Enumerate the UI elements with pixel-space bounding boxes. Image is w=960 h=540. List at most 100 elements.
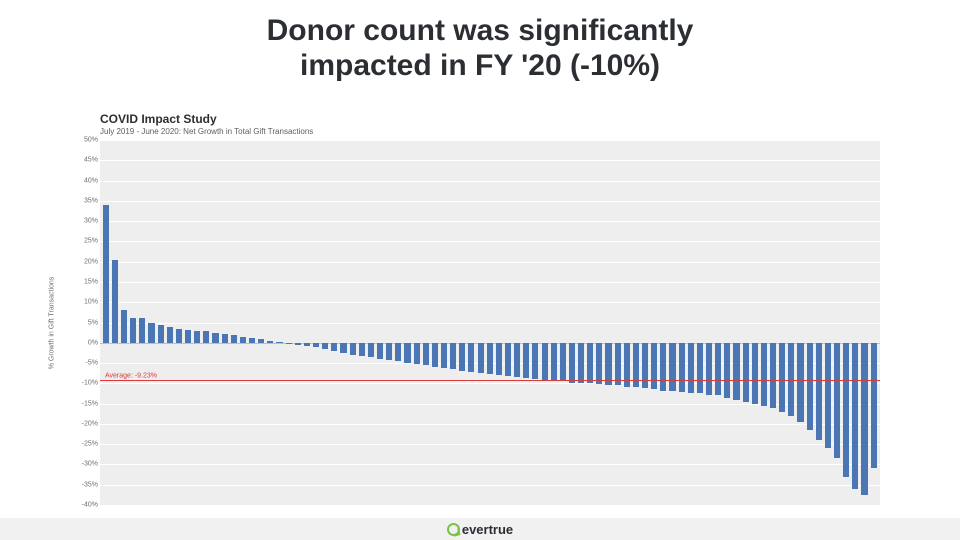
chart-container: COVID Impact Study July 2019 - June 2020… [100,112,900,505]
bar [560,343,566,382]
bar [816,343,822,440]
bar-slot [486,140,494,505]
bar [423,343,429,365]
y-tick-label: -30% [82,461,98,468]
bar-slot [577,140,585,505]
chart-subtitle: July 2019 - June 2020: Net Growth in Tot… [100,127,900,136]
bar-slot [678,140,686,505]
y-tick-label: 5% [88,319,98,326]
bar-slot [139,140,147,505]
bar [322,343,328,349]
bar-slot [111,140,119,505]
bar [770,343,776,409]
bar [834,343,840,459]
bar-slot [815,140,823,505]
bar [587,343,593,384]
bar [761,343,767,406]
bar-slot [358,140,366,505]
y-tick-label: 45% [84,157,98,164]
bar-slot [541,140,549,505]
bar-slot [376,140,384,505]
bar-slot [422,140,430,505]
bar-slot [806,140,814,505]
y-tick-label: 35% [84,197,98,204]
bar-slot [257,140,265,505]
bar [487,343,493,375]
bar [542,343,548,380]
bar-slot [760,140,768,505]
bar-slot [751,140,759,505]
bar-slot [724,140,732,505]
bar [715,343,721,396]
bar-slot [276,140,284,505]
bar-slot [669,140,677,505]
slide: Donor count was significantly impacted i… [0,0,960,540]
bar [130,318,136,343]
footer: evertrue [0,518,960,540]
gridline [100,505,880,506]
bar-slot [349,140,357,505]
bar-slot [660,140,668,505]
y-tick-label: -20% [82,420,98,427]
bar-slot [102,140,110,505]
bar-slot [641,140,649,505]
bar [286,343,292,344]
bar [231,335,237,343]
bar-slot [623,140,631,505]
bar-slot [842,140,850,505]
bar [267,341,273,343]
bar [432,343,438,367]
bar [395,343,401,361]
bar [514,343,520,377]
bar-slot [769,140,777,505]
bar [852,343,858,489]
bar [240,337,246,343]
bar [112,260,118,343]
bar [843,343,849,477]
y-tick-label: 0% [88,339,98,346]
bar [779,343,785,412]
bar-slot [385,140,393,505]
bar [158,325,164,342]
bar [679,343,685,392]
y-tick-label: -25% [82,441,98,448]
bar [871,343,877,469]
brand-name: evertrue [462,522,513,537]
bar [505,343,511,376]
bar-slot [550,140,558,505]
y-tick-label: 40% [84,177,98,184]
brand-logo-icon [447,523,460,536]
y-tick-label: 15% [84,278,98,285]
bar-slot [513,140,521,505]
headline: Donor count was significantly impacted i… [0,0,960,83]
bar [743,343,749,402]
y-tick-label: 25% [84,238,98,245]
bar [203,331,209,342]
plot-area: -40%-35%-30%-25%-20%-15%-10%-5%0%5%10%15… [100,140,880,505]
bar [340,343,346,353]
bar-slot [714,140,722,505]
bar-slot [861,140,869,505]
y-tick-label: -5% [86,360,98,367]
bar [350,343,356,355]
bar-slot [733,140,741,505]
bar [313,343,319,347]
bars-group [100,140,880,505]
bar [368,343,374,357]
bar [642,343,648,388]
bar-slot [650,140,658,505]
headline-line1: Donor count was significantly [0,14,960,49]
bar [669,343,675,392]
bar [331,343,337,351]
bar-slot [852,140,860,505]
bar-slot [203,140,211,505]
bar-slot [495,140,503,505]
bar-slot [824,140,832,505]
y-tick-label: 20% [84,258,98,265]
bar [697,343,703,394]
bar-slot [395,140,403,505]
bar [249,338,255,343]
bar [139,318,145,342]
bar-slot [687,140,695,505]
bar [532,343,538,380]
